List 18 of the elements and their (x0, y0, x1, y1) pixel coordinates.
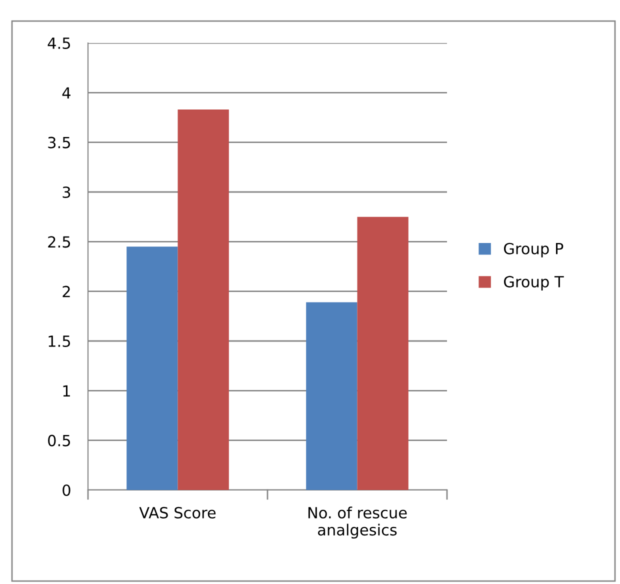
bar (357, 216, 408, 490)
y-tick-label: 1.5 (48, 336, 70, 348)
legend-label: Group P (504, 242, 564, 258)
bar (306, 302, 358, 490)
y-tick-label: 1 (63, 385, 70, 396)
y-tick-label: 3 (62, 186, 70, 198)
bar (126, 246, 178, 490)
y-tick-label: 3.5 (48, 136, 70, 148)
y-tick-label: 2 (62, 286, 70, 298)
legend-label: Group T (504, 276, 564, 290)
x-tick-label: VAS Score (139, 506, 216, 518)
y-tick-label: 0 (62, 484, 70, 496)
y-tick-label: 2.5 (48, 236, 70, 248)
y-tick-label: 4 (62, 87, 70, 98)
x-tick-label: No. of rescue analgesics (308, 506, 407, 539)
y-tick-label: 4.5 (48, 38, 70, 50)
bar (178, 110, 229, 490)
y-tick-label: 0.5 (48, 434, 70, 446)
